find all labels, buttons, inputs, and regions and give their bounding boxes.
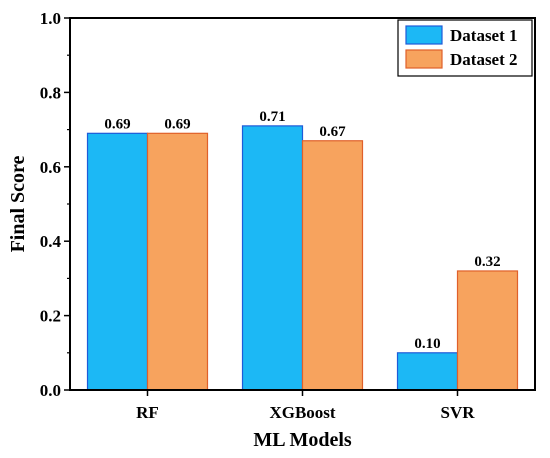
data-label-rf-series-1: 0.69 — [104, 116, 130, 132]
y-tick-label: 1.0 — [40, 9, 61, 28]
y-tick-label: 0.6 — [40, 158, 61, 177]
data-label-svr-series-2: 0.32 — [474, 254, 500, 270]
bar-svr-series-2 — [456, 270, 519, 391]
legend: Dataset 1 Dataset 2 — [397, 19, 533, 77]
bar-rf-series-1 — [86, 132, 149, 391]
data-label-xgboost-series-2: 0.67 — [319, 124, 346, 140]
data-label-svr-series-1: 0.10 — [414, 336, 440, 352]
legend-label-dataset-2: Dataset 2 — [450, 50, 518, 69]
x-tick-label-rf: RF — [136, 403, 159, 422]
bars-layer — [86, 125, 519, 391]
data-label-rf-series-2: 0.69 — [164, 116, 190, 132]
x-axis-title: ML Models — [253, 429, 352, 451]
data-label-xgboost-series-1: 0.71 — [259, 109, 285, 125]
data-labels-layer: 0.69 0.69 0.71 0.67 0.10 0.32 — [104, 109, 500, 352]
x-tick-label-svr: SVR — [440, 403, 475, 422]
ticks-layer: RF XGBoost SVR 0.0 0.2 0.4 0.6 0.8 1.0 — [40, 9, 475, 422]
bar-xgboost-series-2 — [301, 140, 364, 391]
x-tick-label-xgboost: XGBoost — [269, 403, 335, 422]
bar-svr-series-1 — [396, 352, 459, 391]
y-tick-label: 0.4 — [40, 232, 62, 251]
y-tick-label: 0.2 — [40, 307, 61, 326]
bar-xgboost-series-1 — [241, 125, 304, 391]
legend-swatch-dataset-1 — [405, 25, 443, 45]
legend-swatch-dataset-2 — [405, 49, 443, 69]
legend-label-dataset-1: Dataset 1 — [450, 26, 518, 45]
y-tick-label: 0.0 — [40, 381, 61, 400]
bar-rf-series-2 — [146, 132, 209, 391]
y-tick-label: 0.8 — [40, 83, 61, 102]
y-axis-title: Final Score — [7, 155, 29, 252]
